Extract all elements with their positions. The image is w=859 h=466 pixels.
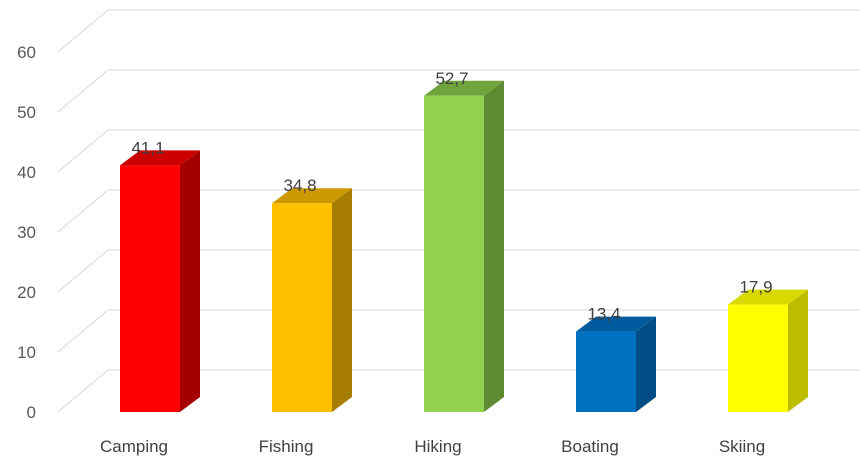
x-tick-label: Hiking (414, 437, 461, 456)
data-label: 34,8 (283, 176, 316, 195)
gridline (57, 69, 859, 113)
bar-front-face (576, 331, 636, 412)
y-axis-ticks: 0 10 20 30 40 50 60 (17, 43, 36, 422)
bar-camping (120, 150, 200, 412)
bars (120, 80, 808, 413)
bar-front-face (272, 203, 332, 412)
gridline (57, 9, 859, 53)
bar-side-face (484, 80, 504, 413)
bar-front-face (728, 304, 788, 412)
data-label: 17,9 (739, 278, 772, 297)
bar-side-face (788, 289, 808, 412)
bar-top-face (728, 289, 808, 305)
x-tick-label: Boating (561, 437, 619, 456)
bar-boating (576, 316, 656, 412)
bar-hiking (424, 80, 504, 413)
bar-side-face (180, 150, 200, 412)
y-tick-label: 30 (17, 223, 36, 242)
bar-top-face (272, 188, 352, 204)
x-tick-label: Camping (100, 437, 168, 456)
y-tick-label: 20 (17, 283, 36, 302)
y-tick-label: 50 (17, 103, 36, 122)
bar-top-face (120, 150, 200, 166)
data-label: 13,4 (587, 305, 620, 324)
y-tick-label: 10 (17, 343, 36, 362)
bar-front-face (120, 165, 180, 412)
bar-top-face (576, 316, 656, 332)
bar-side-face (332, 188, 352, 412)
y-tick-label: 40 (17, 163, 36, 182)
data-label: 41,1 (131, 138, 164, 157)
y-tick-label: 0 (27, 403, 36, 422)
data-labels: 41,1 34,8 52,7 13,4 17,9 (131, 69, 772, 324)
x-tick-label: Skiing (719, 437, 765, 456)
x-tick-label: Fishing (259, 437, 314, 456)
x-axis-ticks: Camping Fishing Hiking Boating Skiing (100, 437, 765, 456)
bar-side-face (636, 316, 656, 412)
bar-front-face (424, 95, 484, 413)
bar-skiing (728, 289, 808, 412)
bar-fishing (272, 188, 352, 412)
y-tick-label: 60 (17, 43, 36, 62)
data-label: 52,7 (435, 69, 468, 88)
bar-top-face (424, 80, 504, 96)
